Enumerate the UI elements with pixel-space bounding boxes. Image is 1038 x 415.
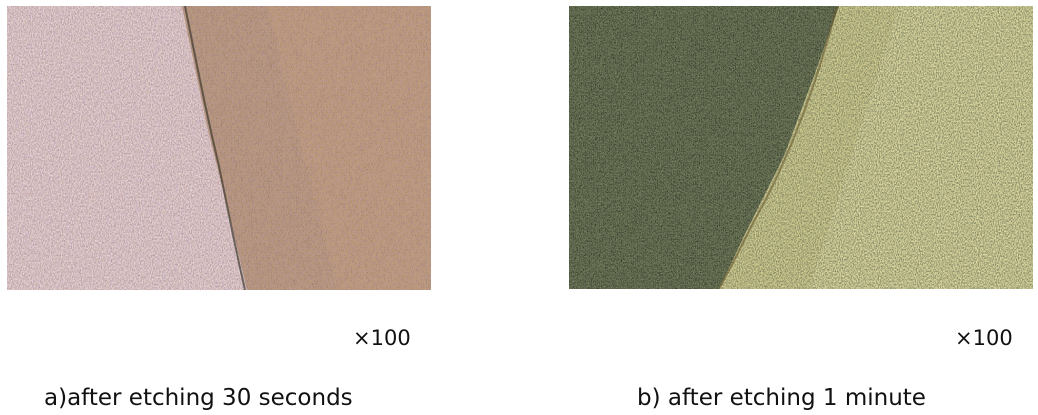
micrograph-b-image	[569, 6, 1033, 289]
caption-b: b) after etching 1 minute	[637, 385, 926, 411]
caption-a: a)after etching 30 seconds	[44, 385, 353, 411]
micrograph-b	[569, 6, 1033, 289]
micrograph-a	[7, 6, 431, 290]
magnification-label-a: ×100	[353, 326, 411, 350]
micrograph-a-image	[7, 6, 431, 290]
magnification-label-b: ×100	[955, 326, 1013, 350]
